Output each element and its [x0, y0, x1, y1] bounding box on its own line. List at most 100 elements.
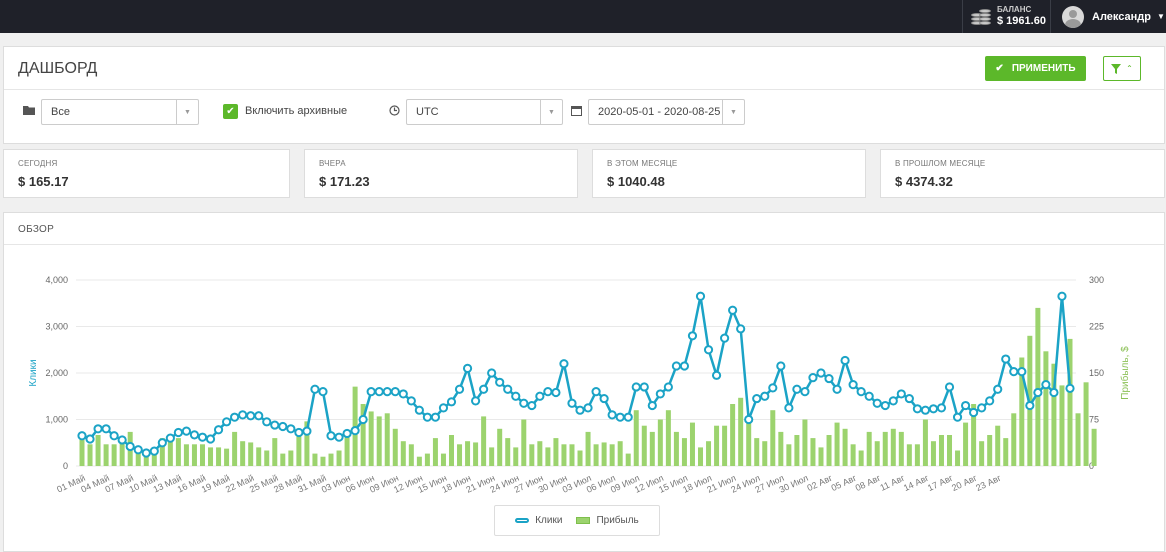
- clicks-point: [278, 421, 288, 432]
- profit-bar: [119, 438, 125, 466]
- profit-bar: [842, 428, 848, 466]
- timezone-select[interactable]: UTC ▼: [406, 99, 563, 125]
- folder-select[interactable]: Все ▼: [41, 99, 199, 125]
- profit-bar: [778, 431, 784, 466]
- profit-bar: [320, 456, 326, 466]
- profit-bar: [826, 435, 832, 466]
- profit-bar: [199, 444, 205, 466]
- y-tick-label: 1,000: [45, 415, 68, 425]
- profit-bar: [890, 428, 896, 466]
- clicks-point: [101, 424, 111, 434]
- profit-bar: [312, 453, 318, 466]
- profit-bar: [191, 444, 197, 466]
- legend-item-profit[interactable]: Прибыль: [576, 515, 639, 526]
- filters-panel: ДАШБОРД ✔ ПРИМЕНИТЬ ⌃ Все ▼ ✔ Включить а…: [3, 46, 1165, 144]
- clicks-point: [993, 384, 1003, 394]
- clicks-point: [109, 431, 119, 441]
- clicks-point: [623, 412, 633, 422]
- apply-button[interactable]: ✔ ПРИМЕНИТЬ: [985, 56, 1086, 81]
- profit-bar: [947, 435, 953, 466]
- profit-bar: [232, 431, 238, 466]
- profit-bar: [424, 453, 430, 466]
- clicks-point: [262, 417, 272, 427]
- clicks-point: [912, 404, 922, 414]
- calendar-icon: [571, 105, 582, 119]
- clicks-point: [904, 393, 914, 404]
- date-range-picker[interactable]: 2020-05-01 - 2020-08-25 ▼: [588, 99, 745, 125]
- clicks-point: [302, 426, 312, 436]
- clicks-line: [81, 295, 1072, 455]
- clicks-point: [366, 387, 376, 397]
- profit-bar: [545, 447, 551, 466]
- clicks-point: [414, 405, 424, 415]
- clicks-point: [238, 410, 248, 420]
- profit-bar: [159, 438, 165, 466]
- clicks-point: [752, 393, 762, 404]
- profit-bar: [689, 422, 695, 466]
- profit-bar: [762, 441, 768, 466]
- stat-value: $ 171.23: [319, 174, 370, 189]
- profit-bar: [882, 431, 888, 466]
- clicks-point: [1009, 367, 1019, 377]
- clicks-point: [832, 384, 842, 394]
- profit-bar: [617, 441, 623, 466]
- clicks-point: [519, 398, 529, 408]
- profit-bar: [360, 404, 366, 466]
- profit-bar: [858, 450, 864, 466]
- clicks-point: [728, 305, 738, 315]
- profit-bar: [1075, 413, 1081, 466]
- profit-bar: [922, 419, 928, 466]
- x-tick-label: 23 Авг: [974, 472, 1003, 493]
- clicks-point: [230, 412, 240, 422]
- clicks-point: [221, 417, 232, 427]
- filter-toggle-button[interactable]: ⌃: [1103, 56, 1141, 81]
- clicks-point: [406, 396, 416, 406]
- profit-bar: [521, 419, 527, 466]
- legend-item-clicks[interactable]: Клики: [515, 515, 562, 526]
- clicks-point: [808, 373, 818, 383]
- clicks-point: [760, 391, 770, 401]
- y2-tick-label: 300: [1089, 275, 1104, 285]
- clicks-point: [840, 355, 850, 366]
- y2-axis-label: Прибыль, $: [1119, 346, 1131, 400]
- clicks-point: [543, 387, 553, 397]
- profit-bar: [955, 450, 961, 466]
- profit-bar: [834, 422, 840, 466]
- divider: [4, 89, 1164, 90]
- clicks-point: [173, 427, 183, 438]
- clicks-point: [888, 396, 898, 406]
- clicks-point: [342, 428, 352, 439]
- profit-bar: [730, 404, 736, 466]
- clicks-point: [720, 333, 730, 343]
- y-tick-label: 4,000: [45, 275, 68, 285]
- clicks-point: [583, 403, 593, 413]
- clicks-point: [141, 448, 151, 458]
- profit-bar: [368, 411, 374, 466]
- profit-bar: [593, 444, 599, 466]
- stat-card-last-month: В ПРОШЛОМ МЕСЯЦЕ $ 4374.32: [880, 149, 1165, 198]
- user-menu[interactable]: Александр ▼: [1050, 0, 1166, 33]
- profit-bar: [818, 447, 824, 466]
- clicks-point: [125, 441, 135, 452]
- user-name: Александр: [1092, 10, 1151, 23]
- clicks-point: [872, 398, 882, 408]
- clicks-point: [936, 403, 947, 413]
- clicks-point: [181, 426, 192, 436]
- legend-label: Клики: [535, 515, 563, 526]
- balance-widget[interactable]: БАЛАНС $ 1961.60: [962, 0, 1050, 33]
- clicks-point: [880, 400, 890, 411]
- profit-bar: [296, 436, 302, 466]
- stat-label: ВЧЕРА: [319, 159, 346, 168]
- stat-card-this-month: В ЭТОМ МЕСЯЦЕ $ 1040.48: [592, 149, 866, 198]
- archive-checkbox[interactable]: ✔: [223, 104, 238, 119]
- chevron-down-icon: ▼: [176, 100, 198, 124]
- clicks-point: [551, 387, 561, 398]
- avatar: [1062, 5, 1084, 28]
- profit-bar: [979, 441, 985, 466]
- profit-bar: [376, 416, 382, 466]
- profit-bar: [665, 410, 671, 466]
- profit-bar: [473, 442, 479, 466]
- clicks-point: [390, 387, 400, 397]
- clicks-point: [784, 403, 794, 413]
- profit-bar: [183, 444, 189, 466]
